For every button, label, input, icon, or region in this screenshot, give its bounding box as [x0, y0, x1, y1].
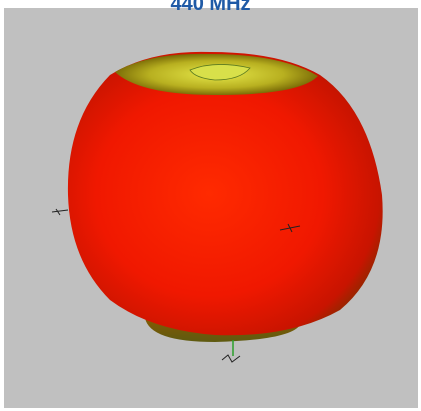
top-contour — [189, 64, 251, 81]
title: 440 MHz — [170, 0, 251, 15]
axes — [51, 208, 301, 363]
main-lobe — [67, 51, 383, 336]
